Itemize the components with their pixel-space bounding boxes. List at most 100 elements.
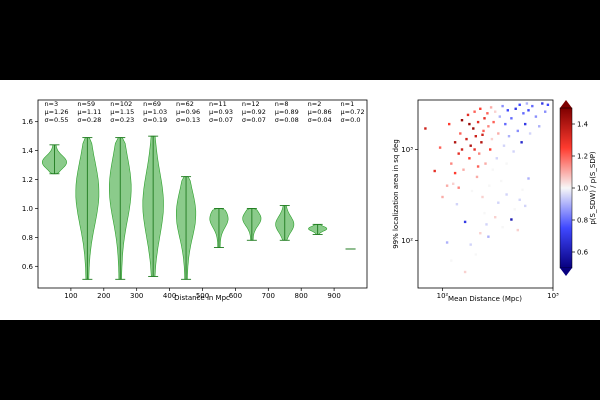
scatter-x-ticks: 10² 10³ [437, 288, 559, 300]
scatter-point [518, 198, 521, 201]
scatter-point [497, 201, 500, 204]
colorbar-tick-label: 0.6 [577, 249, 589, 257]
x-tick-label: 300 [130, 292, 143, 300]
scatter-point [510, 117, 513, 120]
y-tick-label: 1.2 [22, 176, 33, 184]
colorbar-top-arrow [560, 100, 572, 108]
x-tick-label: 900 [327, 292, 340, 300]
scatter-point [479, 107, 482, 110]
violin-stat-sigma: σ=0.04 [308, 116, 332, 124]
violin-stat-mu: μ=1.15 [110, 108, 134, 116]
scatter-point [524, 204, 527, 208]
violin-marks [41, 135, 356, 280]
scatter-point [510, 218, 513, 221]
scatter-marks [424, 102, 550, 274]
violin-stat-n: n=3 [44, 100, 58, 108]
x-tick-label: 600 [229, 292, 242, 300]
y-tick-label: 10² [401, 237, 413, 245]
x-tick-label: 800 [295, 292, 308, 300]
scatter-point [468, 122, 471, 126]
figure-background [0, 80, 600, 320]
scatter-point [460, 148, 464, 151]
scatter-point [450, 259, 453, 262]
scatter-axes-frame [417, 99, 554, 289]
scatter-point [465, 137, 468, 141]
scatter-x-axis-label: Mean Distance (Mpc) [448, 295, 522, 303]
violin-stat-mu: μ=0.86 [308, 108, 332, 116]
colorbar-ticks: 0.6 0.8 1.0 1.2 1.4 [572, 121, 589, 257]
colorbar-tick-label: 1.4 [577, 121, 589, 129]
scatter-point [505, 193, 508, 196]
violin-stat-sigma: σ=0.55 [44, 116, 68, 124]
violin-stat-mu: μ=0.93 [209, 108, 233, 116]
scatter-point [473, 148, 476, 151]
scatter-point [485, 223, 488, 226]
scatter-point [476, 120, 480, 124]
violin-stat-sigma: σ=0.0 [341, 116, 361, 124]
violin-stat-n: n=102 [110, 100, 132, 108]
scatter-point [469, 243, 472, 246]
scatter-point [478, 152, 481, 155]
scatter-point [476, 165, 480, 168]
scatter-point [538, 125, 541, 128]
y-tick-label: 1.0 [22, 205, 33, 213]
violin-stat-n: n=69 [143, 100, 161, 108]
y-tick-label: 0.8 [22, 234, 33, 242]
scatter-point [528, 132, 532, 135]
scatter-point [544, 110, 547, 113]
scatter-point [507, 135, 511, 138]
colorbar-tick-label: 1.0 [577, 185, 588, 193]
violin-stat-n: n=2 [308, 100, 322, 108]
scatter-point [459, 132, 462, 135]
scatter-point [513, 208, 516, 211]
violin-stat-n: n=8 [275, 100, 289, 108]
scatter-point [522, 112, 525, 115]
scatter-point [474, 253, 477, 256]
violin-stat-n: n=1 [341, 100, 355, 108]
violin-chart: n=3μ=1.26σ=0.55n=59μ=1.11σ=0.28n=102μ=1.… [22, 99, 368, 302]
y-tick-label: 0.6 [22, 263, 34, 271]
violin-stat-mu: μ=1.26 [44, 108, 68, 116]
scatter-point [501, 226, 504, 229]
scatter-point [457, 186, 460, 189]
scatter-point [489, 148, 492, 151]
scatter-point [497, 132, 500, 135]
scatter-point [525, 102, 529, 105]
scatter-point [490, 137, 494, 141]
scatter-point [512, 150, 515, 153]
violin-stat-sigma: σ=0.19 [143, 116, 167, 124]
scatter-point [506, 109, 509, 112]
scatter-point [487, 235, 490, 238]
scatter-point [494, 216, 497, 219]
scatter-point [518, 103, 521, 106]
violin-stat-n: n=62 [176, 100, 194, 108]
scatter-point [472, 127, 475, 130]
scatter-point [495, 157, 498, 160]
violin-y-ticks: 0.6 0.8 1.0 1.2 1.4 1.6 [22, 118, 38, 271]
scatter-point [527, 177, 530, 180]
violin-stat-sigma: σ=0.07 [242, 116, 266, 124]
x-tick-label: 100 [64, 292, 77, 300]
violin-stat-mu: μ=0.92 [242, 108, 266, 116]
violin-stat-n: n=12 [242, 100, 260, 108]
scatter-point [501, 104, 504, 108]
violin-stat-mu: μ=1.03 [143, 108, 167, 116]
y-tick-label: 1.6 [22, 118, 34, 126]
x-tick-label: 200 [97, 292, 110, 300]
scatter-point [433, 169, 436, 173]
scatter-point [486, 112, 489, 115]
scatter-chart: 10² 10³ 10² 10³ Mean Distance (Mpc) 99% lo… [392, 99, 597, 303]
scatter-point [488, 184, 491, 187]
scatter-point [441, 195, 444, 199]
scatter-point [483, 211, 486, 215]
scatter-point [479, 232, 482, 235]
scatter-point [445, 241, 449, 244]
y-tick-label: 1.4 [22, 147, 34, 155]
scatter-point [531, 104, 534, 108]
scatter-point [524, 122, 527, 126]
violin-stat-sigma: σ=0.23 [110, 116, 134, 124]
x-tick-label: 10³ [547, 292, 559, 300]
scatter-point [448, 122, 451, 126]
scatter-point [500, 179, 503, 183]
violin-stat-mu: μ=0.96 [176, 108, 200, 116]
